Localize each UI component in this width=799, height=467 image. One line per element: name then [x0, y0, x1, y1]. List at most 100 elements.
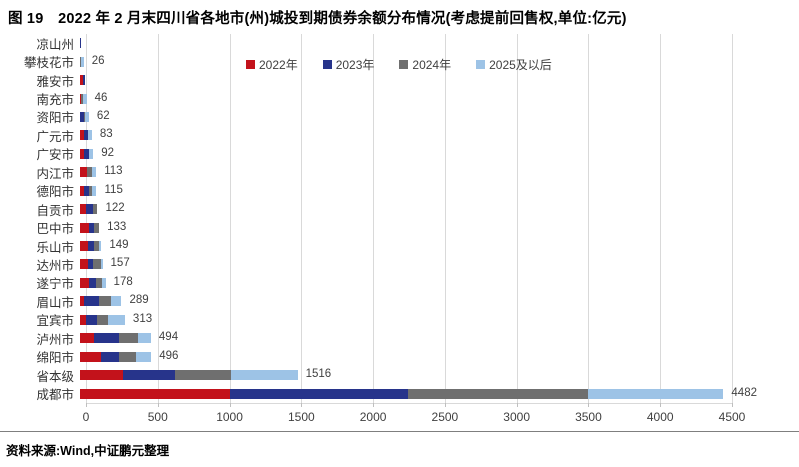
- legend-item-2024年: 2024年: [399, 56, 451, 73]
- bar-segment-2022年: [80, 370, 124, 381]
- x-axis-label-1500: 1500: [287, 410, 315, 424]
- bar-segment-2024年: [86, 167, 93, 178]
- legend-swatch-icon: [246, 60, 255, 69]
- category-label: 攀枝花市: [23, 56, 74, 71]
- x-axis-label-500: 500: [147, 410, 168, 424]
- tick-1000: [229, 403, 231, 407]
- x-axis-label-0: 0: [82, 410, 90, 424]
- bar-segment-2022年: [80, 93, 82, 104]
- bar-track: 157: [80, 257, 726, 270]
- x-axis-line: [86, 403, 732, 404]
- bar-track: 83: [80, 128, 726, 141]
- bar-chart: 凉山州 攀枝花市 26 雅安市 南充市 46 资阳市 62 广元市 83 广安市 92 内江市 113 德阳…: [0, 34, 799, 426]
- value-label: 133: [107, 220, 127, 233]
- bar-segment-2025及以后: [82, 93, 87, 104]
- bar-row: 攀枝花市 26: [0, 52, 799, 71]
- gridline-4500: [732, 34, 733, 403]
- x-axis-label-2500: 2500: [431, 410, 459, 424]
- category-label: 内江市: [36, 166, 74, 181]
- value-label: 83: [99, 128, 113, 141]
- bar-segment-2022年: [80, 314, 87, 325]
- x-axis-label-3500: 3500: [575, 410, 602, 424]
- tick-500: [157, 403, 159, 407]
- bar-segment-2023年: [83, 75, 85, 86]
- bar-segment-2024年: [81, 93, 83, 104]
- x-axis-label-2000: 2000: [359, 410, 387, 424]
- value-label: 313: [132, 312, 153, 325]
- bar-segment-2024年: [93, 204, 98, 215]
- value-label: 92: [101, 146, 114, 159]
- bar-segment-2023年: [88, 259, 94, 270]
- bar-track: 133: [80, 220, 726, 233]
- bar-track: [80, 75, 726, 86]
- category-label: 雅安市: [36, 74, 74, 89]
- legend-label: 2022年: [259, 58, 298, 72]
- bar-row: 巴中市 133: [0, 218, 799, 237]
- category-label: 德阳市: [36, 185, 74, 200]
- bar-rows: 凉山州 攀枝花市 26 雅安市 南充市 46 资阳市 62 广元市 83 广安市 92 内江市 113 德阳…: [0, 34, 799, 403]
- bar-segment-2024年: [93, 222, 100, 233]
- bar-track: 46: [80, 92, 726, 104]
- legend-item-2022年: 2022年: [246, 56, 298, 73]
- category-label: 资阳市: [36, 111, 74, 126]
- bar-row: 南充市 46: [0, 89, 799, 108]
- value-label: 149: [109, 239, 129, 252]
- bar-segment-2025及以后: [108, 314, 125, 325]
- bar-segment-2022年: [80, 241, 88, 252]
- source-footer: 资料来源:Wind,中证鹏元整理: [0, 431, 799, 467]
- bar-segment-2025及以后: [85, 111, 89, 122]
- bar-segment-2024年: [174, 370, 232, 381]
- gridline-3000: [516, 34, 518, 403]
- bar-segment-2022年: [80, 222, 89, 233]
- x-axis-label-4000: 4000: [646, 410, 674, 424]
- bar-segment-2025及以后: [137, 333, 151, 344]
- bar-track: 62: [80, 110, 726, 122]
- legend-label: 2025及以后: [489, 58, 552, 72]
- category-label: 眉山市: [36, 295, 74, 310]
- legend-swatch-icon: [322, 60, 332, 69]
- tick-0: [86, 403, 87, 407]
- bar-segment-2024年: [97, 314, 109, 325]
- value-label: 1516: [305, 368, 332, 381]
- value-label: 494: [158, 331, 179, 344]
- bar-track: 92: [80, 146, 726, 159]
- bar-segment-2025及以后: [92, 167, 97, 178]
- bar-segment-2023年: [93, 333, 119, 344]
- gridline-3500: [588, 34, 590, 403]
- category-label: 巴中市: [36, 222, 74, 237]
- bar-segment-2025及以后: [92, 185, 97, 196]
- tick-2500: [444, 403, 446, 407]
- bar-segment-2023年: [100, 351, 119, 362]
- value-label: 113: [104, 165, 123, 178]
- bar-track: 115: [80, 184, 726, 196]
- bar-segment-2024年: [95, 277, 102, 288]
- x-axis-label-3000: 3000: [503, 410, 531, 424]
- bar-row: 宜宾市 313: [0, 311, 799, 329]
- category-label: 绵阳市: [36, 351, 74, 366]
- tick-4500: [732, 403, 733, 407]
- tick-3500: [588, 403, 590, 407]
- category-label: 宜宾市: [36, 314, 74, 329]
- bar-segment-2023年: [230, 388, 408, 399]
- bar-segment-2024年: [407, 388, 589, 399]
- bar-segment-2022年: [80, 167, 87, 178]
- bar-track: 113: [80, 165, 726, 178]
- bar-track: 178: [80, 276, 726, 288]
- bar-row: 雅安市: [0, 71, 799, 89]
- category-label: 凉山州: [36, 37, 74, 52]
- tick-2000: [373, 403, 375, 407]
- bar-segment-2022年: [80, 75, 84, 86]
- legend-item-2025及以后: 2025及以后: [476, 56, 552, 73]
- bar-segment-2022年: [80, 296, 84, 307]
- bar-segment-2023年: [86, 314, 98, 325]
- bar-segment-2025及以后: [88, 130, 92, 141]
- bar-segment-2022年: [80, 204, 86, 215]
- gridline-1000: [229, 34, 231, 403]
- gridline-2500: [444, 34, 446, 403]
- category-label: 泸州市: [36, 332, 74, 347]
- legend-label: 2023年: [335, 58, 375, 72]
- bar-track: 4482: [80, 387, 757, 399]
- bar-segment-2022年: [80, 185, 85, 196]
- value-label: 289: [129, 294, 149, 307]
- category-label: 达州市: [36, 258, 74, 273]
